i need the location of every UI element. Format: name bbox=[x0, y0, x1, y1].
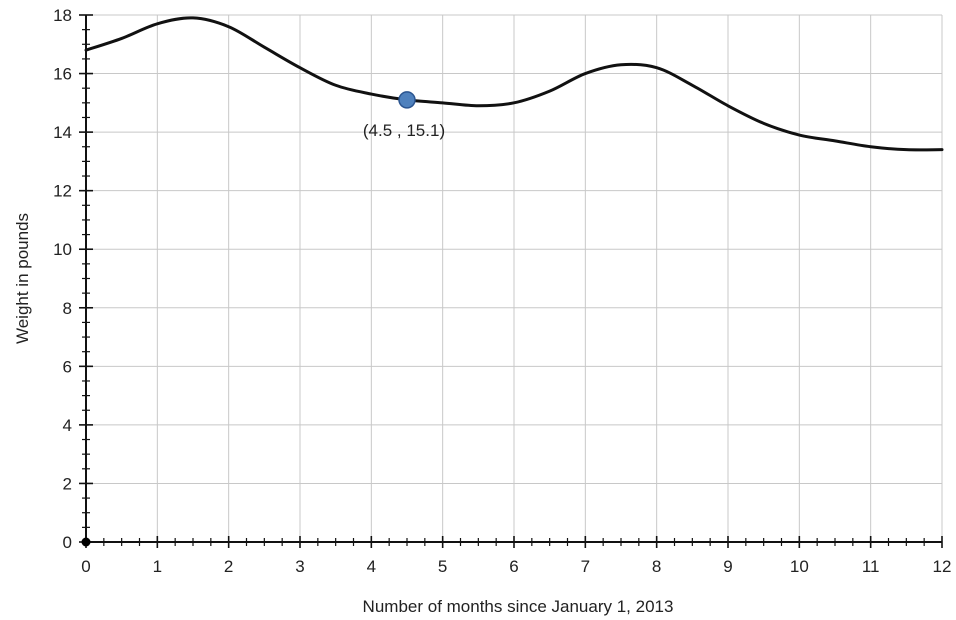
x-tick-label: 10 bbox=[790, 557, 809, 576]
x-tick-label: 2 bbox=[224, 557, 233, 576]
x-tick-labels: 0 1 2 3 4 5 6 7 8 9 10 11 12 bbox=[81, 557, 951, 576]
x-tick-label: 12 bbox=[933, 557, 952, 576]
x-tick-label: 4 bbox=[367, 557, 376, 576]
x-tick-label: 11 bbox=[862, 557, 880, 576]
y-tick-label: 14 bbox=[53, 123, 72, 142]
minor-ticks bbox=[82, 29, 925, 546]
y-tick-label: 18 bbox=[53, 6, 72, 25]
x-tick-label: 3 bbox=[295, 557, 304, 576]
y-tick-label: 10 bbox=[53, 240, 72, 259]
highlight-point bbox=[398, 91, 416, 109]
y-tick-labels: 0 2 4 6 8 10 12 14 16 18 bbox=[53, 6, 72, 552]
points bbox=[81, 91, 416, 547]
series-line bbox=[84, 16, 944, 152]
origin-point bbox=[81, 537, 91, 547]
y-tick-label: 2 bbox=[63, 474, 72, 493]
x-tick-label: 8 bbox=[652, 557, 661, 576]
x-tick-label: 9 bbox=[723, 557, 732, 576]
y-tick-label: 4 bbox=[63, 416, 72, 435]
series bbox=[84, 16, 944, 152]
x-tick-label: 5 bbox=[438, 557, 447, 576]
x-axis-title: Number of months since January 1, 2013 bbox=[363, 597, 674, 616]
y-axis-title: Weight in pounds bbox=[13, 213, 32, 344]
y-tick-label: 16 bbox=[53, 65, 72, 84]
x-tick-label: 1 bbox=[153, 557, 162, 576]
y-tick-label: 12 bbox=[53, 182, 72, 201]
x-tick-label: 6 bbox=[509, 557, 518, 576]
x-tick-label: 0 bbox=[81, 557, 90, 576]
x-tick-label: 7 bbox=[581, 557, 590, 576]
y-tick-label: 0 bbox=[63, 533, 72, 552]
y-tick-label: 6 bbox=[63, 357, 72, 376]
grid bbox=[86, 14, 943, 542]
highlight-point-label: (4.5 , 15.1) bbox=[363, 121, 445, 140]
y-tick-label: 8 bbox=[63, 299, 72, 318]
axes bbox=[79, 14, 943, 548]
